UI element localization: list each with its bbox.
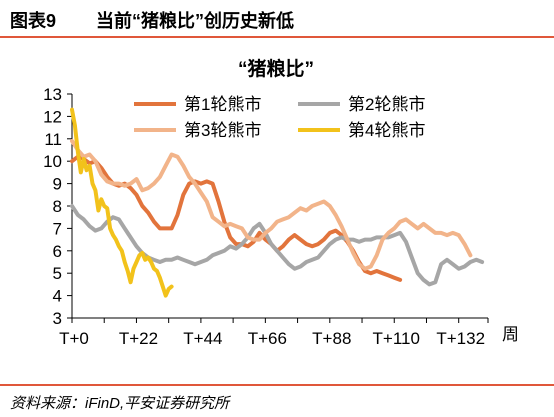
figure-title: 当前“猪粮比”创历史新低: [96, 11, 294, 31]
y-tick-label: 7: [53, 219, 62, 238]
legend-label: 第2轮熊市: [348, 95, 425, 114]
x-tick-label: T+44: [183, 329, 222, 348]
y-tick-label: 5: [53, 264, 62, 283]
y-tick-label: 10: [43, 152, 62, 171]
legend-label: 第3轮熊市: [184, 121, 261, 140]
x-tick-label: T+88: [312, 329, 351, 348]
y-tick-label: 12: [43, 107, 62, 126]
y-tick-label: 4: [53, 287, 62, 306]
series-layer: [70, 107, 485, 298]
legend-item-2: 第2轮熊市: [298, 95, 425, 114]
legend-label: 第1轮熊市: [184, 95, 261, 114]
y-tick-label: 6: [53, 242, 62, 261]
x-tick-label: T+22: [119, 329, 158, 348]
chart-area: “猪粮比” 第1轮熊市 第2轮熊市第3轮熊市 第4轮熊市 3 4 5 6 7 8 9 10 11 12…: [0, 40, 554, 380]
y-tick-label: 8: [53, 197, 62, 216]
series-line-1: [70, 154, 403, 282]
y-tick-label: 13: [43, 85, 62, 104]
y-tick-label: 11: [44, 130, 62, 149]
chart-title: “猪粮比”: [238, 57, 314, 80]
axes: 3 4 5 6 7 8 9 10 11 12 13 T+0 T+22 T+44 T+66 T+88 T+110 T…: [43, 85, 519, 348]
x-tick-label: T+110: [373, 329, 420, 348]
legend-item-1: 第1轮熊市: [134, 95, 261, 114]
y-tick-label: 9: [53, 175, 62, 194]
series-line-3: [70, 139, 473, 271]
x-tick-label: T+0: [59, 329, 89, 348]
series-line-4: [70, 107, 174, 298]
y-tick-label: 3: [53, 309, 62, 328]
figure-footer: 资料来源：iFinD,平安证券研究所: [0, 384, 554, 417]
series-line-2: [70, 204, 485, 287]
source-note: 资料来源：iFinD,平安证券研究所: [10, 395, 230, 412]
legend-item-4: 第4轮熊市: [298, 121, 425, 140]
figure-header: 图表9 当前“猪粮比”创历史新低: [0, 0, 554, 38]
legend-item-3: 第3轮熊市: [134, 121, 261, 140]
figure-number: 图表9: [10, 11, 57, 31]
legend-label: 第4轮熊市: [348, 121, 425, 140]
x-tick-label: T+132: [436, 329, 485, 348]
x-tick-label: T+66: [248, 329, 287, 348]
x-axis-label: 周: [502, 325, 519, 344]
